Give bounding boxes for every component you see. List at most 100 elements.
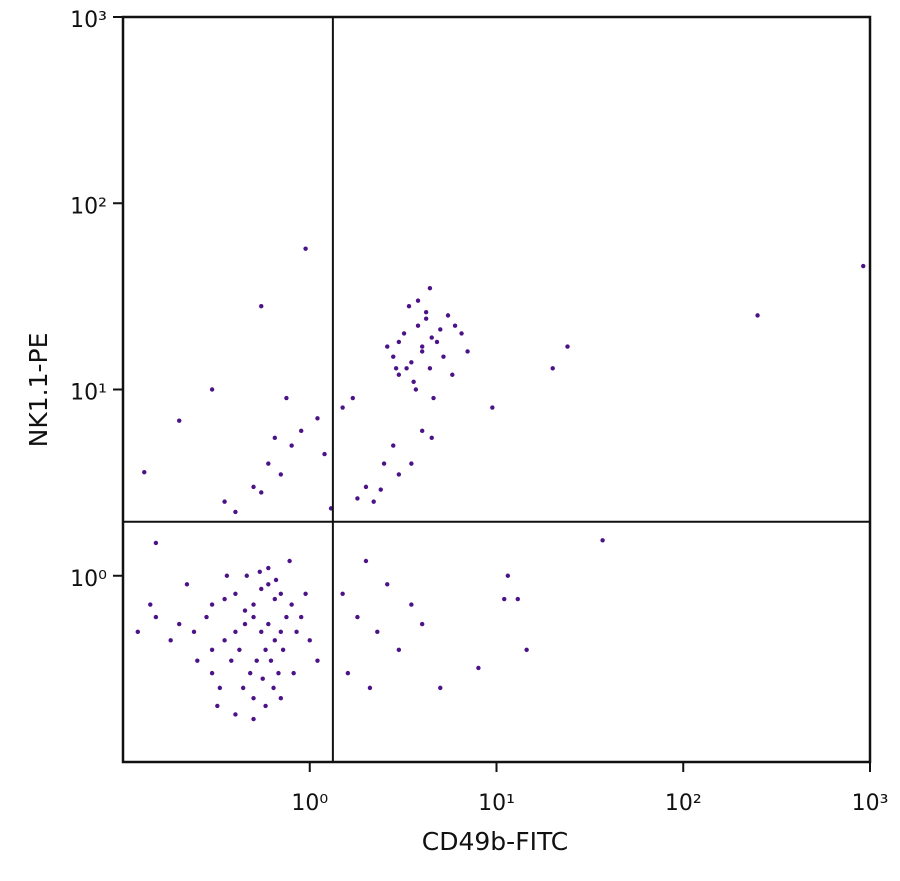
event-dot: [195, 658, 200, 663]
event-dot: [240, 685, 246, 691]
event-dot: [396, 647, 402, 653]
event-dot: [233, 509, 238, 515]
event-dot: [263, 647, 268, 653]
event-dot: [177, 418, 182, 423]
event-dot: [263, 703, 268, 709]
event-dot: [251, 484, 256, 490]
event-dot: [271, 685, 276, 691]
event-dot: [396, 339, 402, 345]
event-dot: [450, 372, 455, 377]
event-dot: [600, 538, 605, 543]
event-dot: [476, 665, 481, 671]
event-dot: [350, 395, 355, 401]
event-dot: [299, 614, 304, 620]
event-dot: [434, 339, 440, 345]
event-dot: [452, 323, 458, 328]
event-dot: [191, 629, 197, 635]
event-dot: [427, 285, 433, 291]
event-dot: [260, 676, 265, 681]
y-tick-label: 10²: [70, 194, 107, 219]
event-dot: [266, 461, 271, 466]
event-dot: [565, 344, 570, 349]
event-dot: [459, 331, 464, 336]
event-dot: [413, 387, 419, 392]
event-dot: [276, 670, 281, 676]
event-dot: [363, 558, 369, 564]
event-dot: [406, 304, 412, 309]
event-dot: [294, 629, 299, 635]
event-dot: [427, 366, 433, 371]
event-dot: [251, 614, 256, 620]
event-dot: [291, 670, 296, 676]
y-axis-title: NK1.1-PE: [24, 333, 53, 448]
event-dot: [272, 638, 278, 643]
event-dot: [168, 638, 173, 643]
event-dot: [251, 716, 256, 722]
event-dot: [229, 658, 234, 663]
event-dot: [419, 349, 425, 354]
event-dot: [441, 354, 446, 359]
event-dot: [266, 565, 271, 571]
event-dot: [242, 608, 248, 613]
event-dot: [419, 621, 425, 627]
event-dot: [490, 405, 495, 410]
event-dot: [237, 647, 242, 653]
x-tick-label: 10³: [852, 791, 889, 816]
event-dot: [278, 696, 284, 701]
event-dot: [429, 335, 434, 340]
event-dot: [378, 487, 383, 492]
event-dot: [401, 331, 407, 336]
event-dot: [411, 379, 416, 384]
event-dot: [222, 499, 227, 504]
event-dot: [409, 360, 414, 365]
event-dot: [259, 629, 264, 635]
event-dot: [287, 558, 292, 564]
event-dot: [381, 461, 387, 466]
event-dot: [385, 344, 390, 349]
event-dot: [272, 435, 278, 441]
event-dot: [315, 416, 320, 421]
event-dot: [340, 591, 345, 596]
event-dot: [340, 405, 345, 410]
x-axis-title: CD49b-FITC: [422, 827, 568, 856]
event-dot: [289, 602, 294, 607]
event-dot: [423, 310, 429, 315]
event-dot: [385, 582, 390, 587]
event-dot: [209, 670, 215, 676]
event-dot: [278, 591, 284, 596]
event-dot: [284, 614, 289, 620]
event-dot: [222, 596, 227, 602]
event-dot: [289, 443, 294, 448]
event-dot: [209, 387, 215, 392]
event-dot: [345, 670, 351, 676]
event-dot: [391, 443, 396, 448]
event-dot: [355, 496, 360, 501]
event-dot: [272, 596, 278, 602]
event-dot: [209, 602, 215, 607]
event-dot: [233, 712, 238, 717]
x-tick-label: 10¹: [478, 791, 515, 816]
event-dot: [465, 349, 470, 354]
event-dot: [177, 621, 182, 627]
x-tick-label: 10⁰: [291, 791, 328, 816]
event-dot: [429, 435, 434, 441]
event-dot: [505, 573, 511, 578]
y-tick-label: 10⁰: [70, 567, 107, 592]
event-dot: [367, 685, 373, 691]
event-dot: [303, 591, 308, 596]
event-dot: [153, 540, 159, 546]
event-dot: [244, 573, 249, 578]
event-dot: [415, 323, 421, 328]
event-dot: [415, 298, 421, 303]
event-dot: [550, 366, 555, 371]
event-dot: [393, 366, 399, 371]
event-dot: [233, 629, 238, 635]
event-dot: [861, 263, 866, 269]
event-dot: [215, 703, 220, 709]
x-tick-label: 10²: [665, 791, 702, 816]
event-dot: [266, 582, 271, 587]
event-dot: [502, 596, 507, 602]
event-dot: [251, 696, 256, 701]
event-dot: [431, 395, 436, 401]
event-dot: [224, 573, 230, 578]
